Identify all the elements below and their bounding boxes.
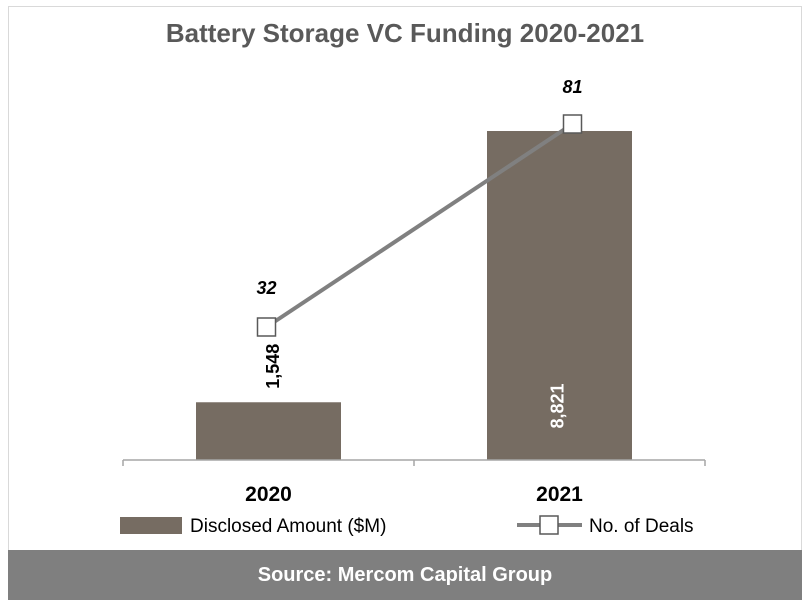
legend-swatch-marker <box>539 515 559 535</box>
x-axis <box>122 459 706 466</box>
deals-line <box>265 122 574 329</box>
deals-marker <box>256 317 277 337</box>
chart-frame <box>8 6 802 598</box>
deals-data-label: 32 <box>256 278 276 298</box>
chart-title: Battery Storage VC Funding 2020-2021 <box>165 18 645 48</box>
deals-data-label: 81 <box>562 77 582 97</box>
bar-2020 <box>196 402 341 460</box>
legend-label: No. of Deals <box>589 516 694 537</box>
legend-label: Disclosed Amount ($M) <box>190 516 386 537</box>
labels-layer: 2020 2021 32 81 1,548 8,821 <box>245 77 583 506</box>
bars-layer <box>196 131 632 460</box>
deals-line-layer <box>256 114 583 337</box>
bar-data-label: 1,548 <box>263 344 283 389</box>
bar-data-label: 8,821 <box>547 383 567 428</box>
bar-2021 <box>487 131 632 460</box>
legend: Disclosed Amount ($M) No. of Deals <box>120 515 694 537</box>
x-tick-label: 2021 <box>536 483 583 506</box>
x-tick-label: 2020 <box>245 483 292 506</box>
legend-swatch-bar <box>120 517 182 534</box>
source-note: Source: Mercom Capital Group <box>8 550 802 600</box>
deals-marker <box>562 114 583 134</box>
